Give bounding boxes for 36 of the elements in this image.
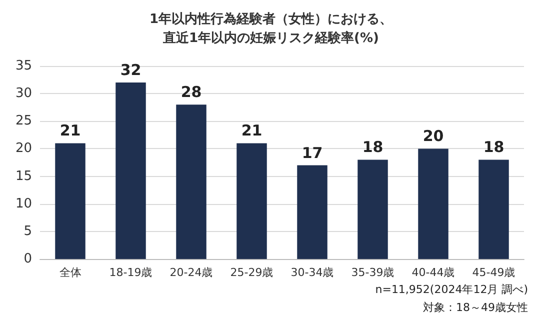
x-tick-label: 40-44歳 [412,266,455,279]
x-tick-label: 25-29歳 [230,266,274,279]
x-tick-label: 35-39歳 [351,266,394,279]
x-tick-label: 20-24歳 [170,266,213,279]
chart-subtitle: 直近1年以内の妊娠リスク経験率(%) [162,30,379,46]
y-tick-label: 10 [15,196,32,212]
bar [418,148,448,259]
x-tick-label: 全体 [59,266,82,279]
data-label: 18 [483,138,504,156]
text: n=11,952(2024年12月 調べ) [375,283,528,296]
data-label: 21 [60,122,81,140]
y-tick-label: 25 [15,114,32,129]
x-tick-label: 30-34歳 [290,266,334,279]
bar [116,82,146,259]
text: 対象：18～49歳女性 [423,301,528,314]
data-label: 32 [120,61,142,80]
data-label: 20 [422,127,444,146]
bar [358,160,388,259]
bar [55,143,86,259]
y-tick-label: 30 [15,86,32,102]
y-tick-label: 20 [15,141,32,156]
bar [236,143,267,259]
data-label: 18 [362,138,384,156]
y-tick-label: 5 [24,224,32,239]
y-tick-label: 15 [15,168,32,184]
data-label: 21 [241,122,262,140]
data-label: 28 [180,83,202,102]
data-label: 17 [302,144,323,162]
x-tick-label: 18-19歳 [109,266,152,279]
chart-title: 1年以内性行為経験者（女性）における、 [149,12,393,27]
bar [478,160,509,259]
bar [297,165,328,259]
y-tick-label: 35 [15,58,32,74]
bar [176,104,206,259]
y-tick-label: 0 [24,252,32,266]
x-tick-label: 45-49歳 [472,266,516,279]
